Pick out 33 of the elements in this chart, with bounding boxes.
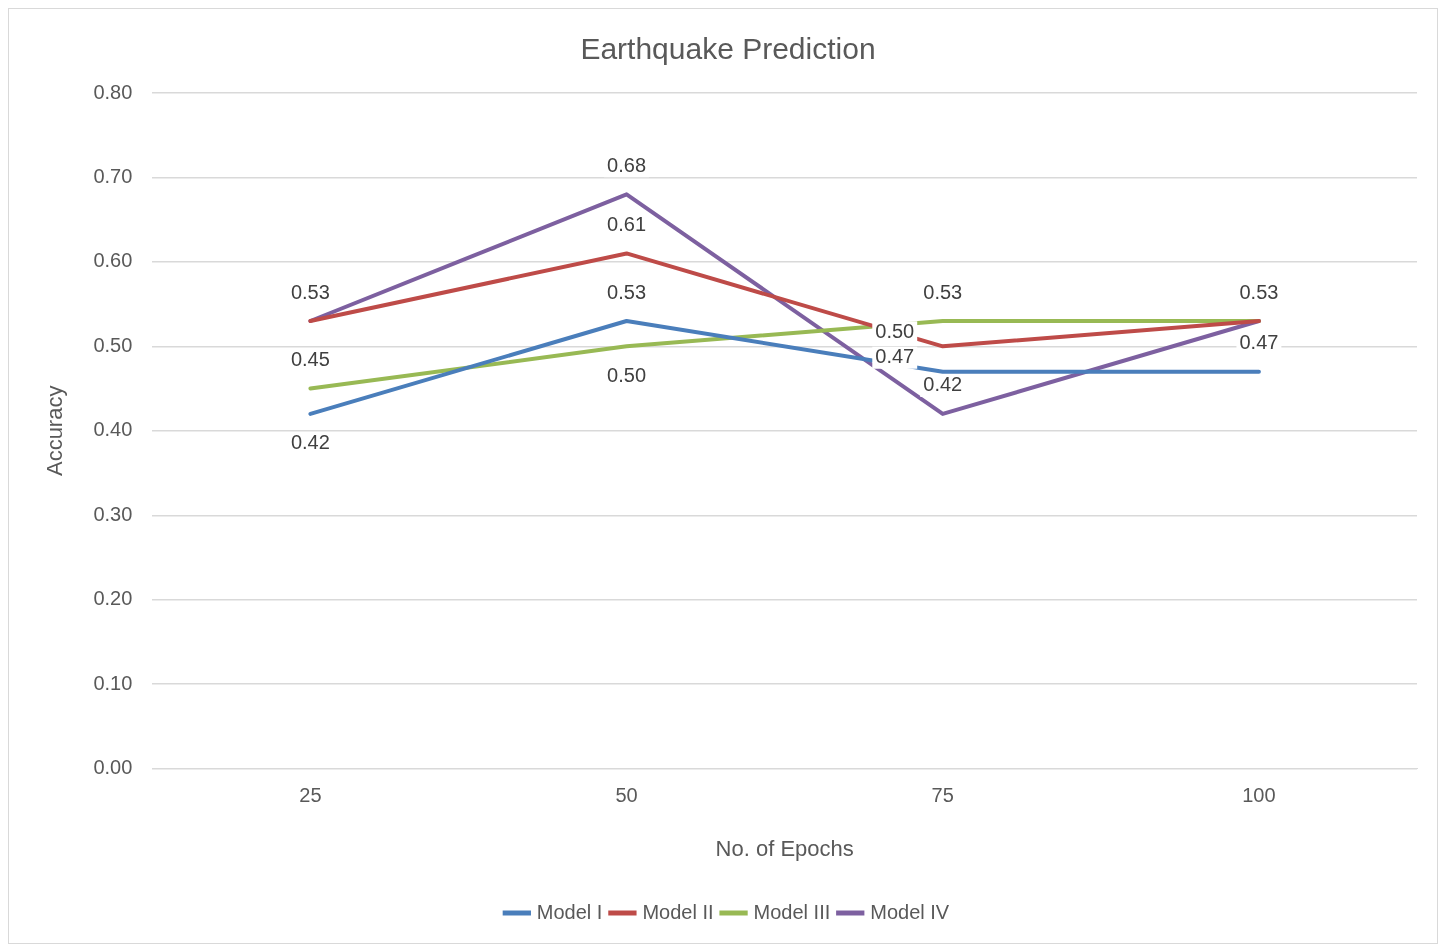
y-axis-title: Accuracy [42,385,68,477]
data-label: 0.50 [607,363,647,386]
data-label: 0.53 [290,280,330,303]
data-label: 0.50 [875,319,915,342]
legend-label: Model I [536,900,603,923]
chart-title: Earthquake Prediction [580,32,876,66]
data-label: 0.68 [607,153,647,176]
data-label: 0.45 [290,348,330,371]
y-tick-label: 0.80 [93,80,133,103]
x-tick-label: 100 [1242,784,1276,807]
data-label: 0.42 [923,373,963,396]
y-tick-label: 0.70 [93,164,133,187]
y-tick-label: 0.50 [93,333,133,356]
x-tick-label: 25 [299,784,322,807]
data-label: 0.47 [1239,331,1279,354]
x-axis-title: No. of Epochs [715,835,854,861]
x-tick-label: 75 [931,784,954,807]
legend-label: Model III [753,900,831,923]
y-tick-label: 0.60 [93,249,133,272]
data-label: 0.53 [1239,280,1279,303]
legend-label: Model IV [870,900,950,923]
data-label: 0.47 [875,345,915,368]
y-tick-label: 0.20 [93,587,133,610]
y-tick-label: 0.00 [93,756,133,779]
y-tick-label: 0.30 [93,502,133,525]
legend-label: Model II [642,900,714,923]
data-label: 0.53 [923,280,963,303]
data-label: 0.53 [607,280,647,303]
y-tick-label: 0.10 [93,671,133,694]
data-label: 0.42 [290,431,330,454]
x-tick-label: 50 [615,784,638,807]
y-tick-label: 0.40 [93,418,133,441]
data-label: 0.61 [607,212,647,235]
